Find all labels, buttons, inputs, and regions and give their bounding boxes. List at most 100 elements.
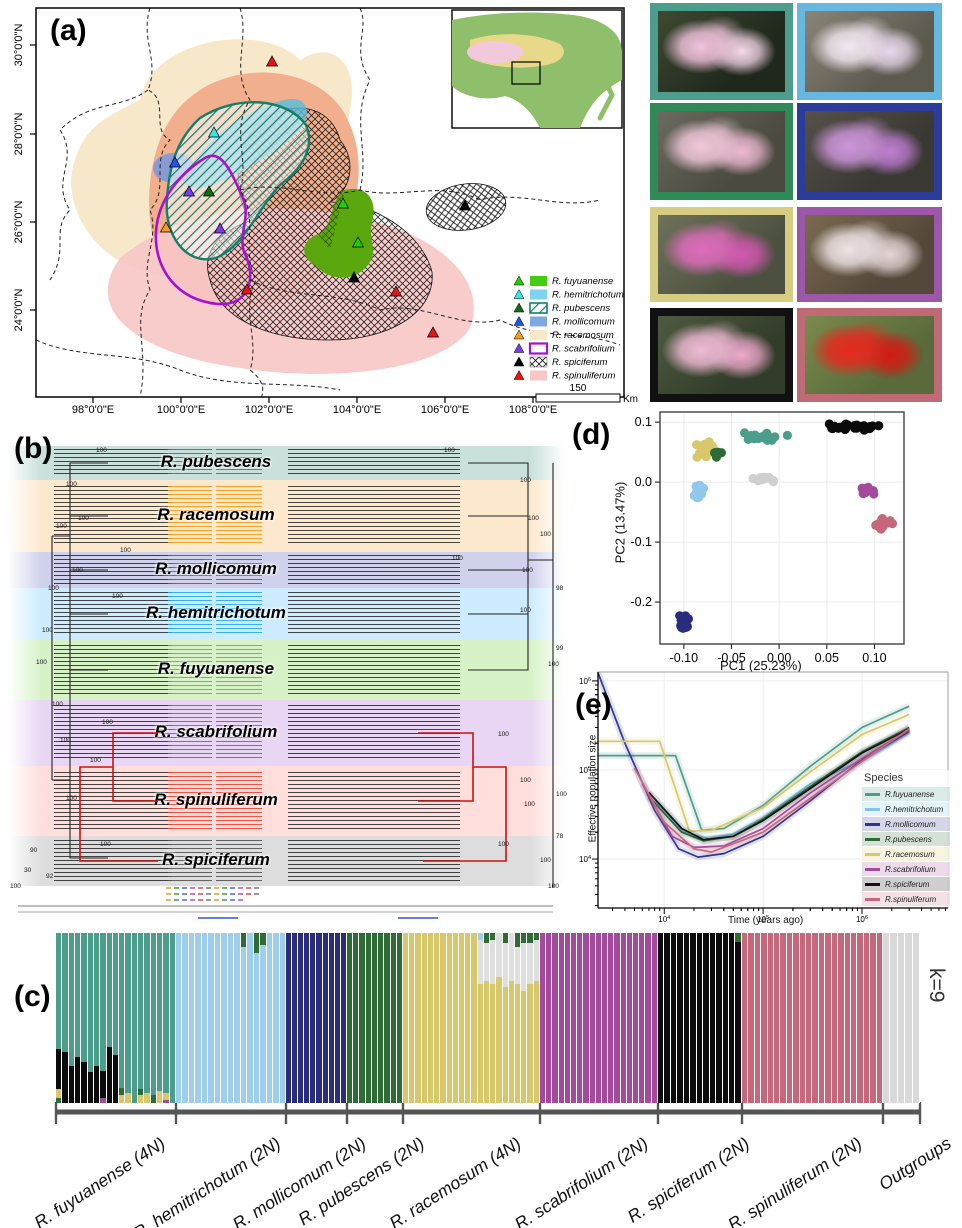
svg-text:104: 104: [579, 855, 591, 864]
svg-text:78: 78: [556, 833, 564, 840]
svg-text:104°0'0"E: 104°0'0"E: [333, 404, 381, 416]
admixture-bar: [87, 933, 94, 1103]
admixture-bar: [163, 933, 170, 1103]
admixture-bar: [890, 933, 898, 1103]
admixture-group-axis: [54, 1102, 922, 1124]
svg-text:30: 30: [24, 867, 32, 874]
admixture-bar: [292, 933, 299, 1103]
svg-text:-0.05: -0.05: [717, 651, 746, 665]
admixture-bar: [131, 933, 139, 1103]
svg-text:100: 100: [36, 659, 47, 666]
photo-racemosum-image: [658, 215, 785, 294]
admixture-bar: [279, 933, 286, 1103]
svg-text:-0.10: -0.10: [670, 651, 699, 665]
admixture-bar: [208, 933, 215, 1103]
admixture-bar: [844, 933, 851, 1103]
legend-line-swatch: [865, 837, 880, 841]
svg-text:R. spinuliferum: R. spinuliferum: [552, 371, 615, 382]
admixture-bar: [253, 933, 261, 1103]
psmc-legend: Species R.fuyuanense R.hemitrichotum R.mol…: [860, 770, 952, 907]
admixture-bar: [546, 933, 553, 1103]
svg-text:100: 100: [498, 841, 509, 848]
admixture-bar: [602, 933, 609, 1103]
psmc-legend-item: R.pubescens: [862, 832, 950, 846]
admixture-bar: [483, 933, 491, 1103]
tree-branches: [288, 448, 460, 478]
admixture-bar: [415, 933, 422, 1103]
svg-text:28°0'0"N: 28°0'0"N: [13, 113, 25, 156]
admixture-bar: [767, 933, 775, 1103]
svg-text:100: 100: [52, 701, 63, 708]
admixture-bar: [322, 933, 329, 1103]
admixture-bar: [780, 933, 787, 1103]
psmc-legend-title: Species: [864, 772, 904, 784]
admixture-bar: [477, 933, 484, 1103]
svg-text:100: 100: [520, 607, 531, 614]
tree-band-label: R. spinuliferum: [154, 790, 278, 809]
svg-text:24°0'0"N: 24°0'0"N: [13, 289, 25, 332]
legend-species-name: R.scabrifolium: [885, 864, 936, 874]
admixture-bar: [595, 933, 603, 1103]
admixture-bar: [806, 933, 813, 1103]
svg-text:150: 150: [570, 383, 587, 394]
svg-text:100: 100: [72, 567, 83, 574]
admixture-bar: [452, 933, 459, 1103]
admixture-bar: [427, 933, 435, 1103]
svg-text:100: 100: [556, 791, 567, 798]
admixture-bar: [533, 933, 540, 1103]
pca-plot: -0.10 -0.05 0.00 0.05 0.10 0.1 0.0 -0.1 -0.2: [630, 411, 905, 665]
admixture-bar: [125, 933, 132, 1103]
admixture-bar: [540, 933, 547, 1103]
psmc-legend-item: R.fuyuanense: [862, 787, 950, 801]
admixture-bar: [897, 933, 906, 1103]
admixture-bar: [144, 933, 151, 1103]
pca-x-axis-label: PC1 (25.23%): [720, 658, 802, 673]
admixture-bar: [157, 933, 164, 1103]
legend-line-swatch: [865, 792, 880, 796]
admixture-bar: [608, 933, 615, 1103]
svg-text:100: 100: [520, 477, 531, 484]
admixture-bar: [735, 933, 742, 1103]
admixture-bar: [359, 933, 366, 1103]
photo-pubescens-image: [658, 111, 785, 192]
admixture-bar: [870, 933, 877, 1103]
photo-mollicomum-image: [805, 111, 934, 192]
psmc-x-axis-label: Time (years ago): [728, 915, 804, 926]
admixture-bar: [639, 933, 646, 1103]
admixture-bar: [371, 933, 379, 1103]
panel-d-label: (d): [572, 418, 611, 451]
admixture-bar: [633, 933, 640, 1103]
admixture-bar: [340, 933, 347, 1103]
psmc-legend-item: R.hemitrichotum: [862, 802, 950, 816]
legend-line-swatch: [865, 897, 880, 901]
admixture-bar: [571, 933, 578, 1103]
admixture-group: [883, 933, 920, 1103]
admixture-bar: [68, 933, 75, 1103]
legend-species-name: R.spinuliferum: [885, 894, 937, 904]
distribution-map: 98°0'0"E 100°0'0"E 102°0'0"E 104°0'0"E 106°0…: [13, 7, 638, 416]
tree-branches: [216, 554, 262, 586]
svg-text:0.05: 0.05: [815, 651, 839, 665]
admixture-group: [286, 933, 347, 1103]
admixture-bar: [138, 933, 145, 1103]
legend-line-swatch: [865, 822, 880, 826]
admixture-bar: [240, 933, 248, 1103]
svg-text:100: 100: [540, 857, 551, 864]
admixture-bar: [527, 933, 534, 1103]
tree-branches: [168, 840, 212, 882]
svg-text:98: 98: [556, 585, 564, 592]
tree-branches: [168, 448, 212, 478]
admixture-bar: [93, 933, 101, 1103]
tree-branches: [168, 644, 212, 696]
svg-text:102°0'0"E: 102°0'0"E: [245, 404, 293, 416]
admixture-bar: [658, 933, 665, 1103]
admixture-bar: [577, 933, 584, 1103]
admixture-bar: [81, 933, 88, 1103]
svg-text:99: 99: [556, 645, 564, 652]
svg-text:R. mollicomum: R. mollicomum: [552, 317, 615, 328]
svg-text:0.0: 0.0: [635, 475, 652, 489]
admixture-bar: [838, 933, 845, 1103]
k-value-label: k=9: [925, 968, 948, 1003]
svg-text:100: 100: [90, 757, 101, 764]
